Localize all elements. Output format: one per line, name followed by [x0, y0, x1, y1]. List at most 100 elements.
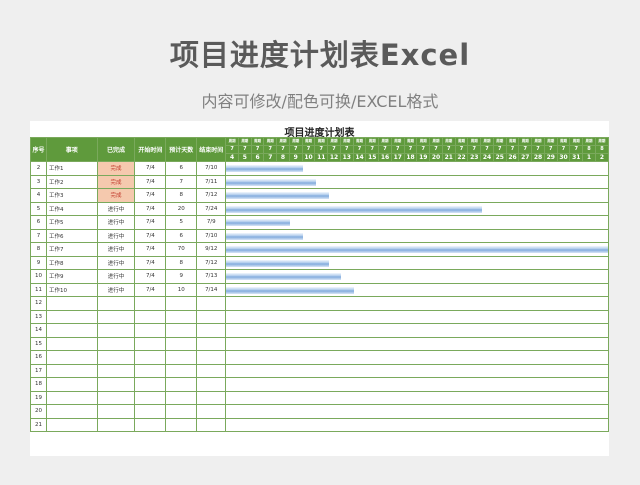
- cell-seq[interactable]: 10: [30, 269, 47, 284]
- cell-start[interactable]: [134, 323, 167, 338]
- cell-days[interactable]: [165, 323, 198, 338]
- cell-seq[interactable]: 11: [30, 282, 47, 297]
- cell-item[interactable]: [45, 377, 98, 392]
- cell-end[interactable]: 7/24: [196, 201, 227, 216]
- cell-end[interactable]: [196, 363, 227, 378]
- cell-end[interactable]: [196, 350, 227, 365]
- cell-start[interactable]: [134, 377, 167, 392]
- cell-seq[interactable]: 9: [30, 255, 47, 270]
- cell-status[interactable]: [96, 377, 136, 392]
- cell-days[interactable]: 6: [165, 228, 198, 243]
- cell-days[interactable]: [165, 363, 198, 378]
- cell-days[interactable]: [165, 377, 198, 392]
- cell-status[interactable]: 进行中: [96, 282, 136, 297]
- cell-status[interactable]: [96, 363, 136, 378]
- cell-end[interactable]: [196, 309, 227, 324]
- cell-end[interactable]: [196, 417, 227, 432]
- cell-end[interactable]: 7/10: [196, 161, 227, 176]
- cell-item[interactable]: [45, 363, 98, 378]
- cell-days[interactable]: [165, 309, 198, 324]
- cell-end[interactable]: 7/10: [196, 228, 227, 243]
- cell-item[interactable]: [45, 296, 98, 311]
- cell-seq[interactable]: 15: [30, 336, 47, 351]
- cell-end[interactable]: [196, 336, 227, 351]
- cell-start[interactable]: [134, 309, 167, 324]
- cell-end[interactable]: 7/12: [196, 188, 227, 203]
- cell-item[interactable]: [45, 350, 98, 365]
- cell-seq[interactable]: 12: [30, 296, 47, 311]
- cell-status[interactable]: 完成: [96, 188, 136, 203]
- cell-seq[interactable]: 5: [30, 201, 47, 216]
- cell-end[interactable]: [196, 404, 227, 419]
- cell-item[interactable]: [45, 404, 98, 419]
- cell-item[interactable]: [45, 336, 98, 351]
- cell-seq[interactable]: 4: [30, 188, 47, 203]
- cell-seq[interactable]: 13: [30, 309, 47, 324]
- cell-seq[interactable]: 21: [30, 417, 47, 432]
- cell-status[interactable]: 进行中: [96, 269, 136, 284]
- cell-end[interactable]: 7/12: [196, 255, 227, 270]
- cell-seq[interactable]: 16: [30, 350, 47, 365]
- cell-item[interactable]: [45, 390, 98, 405]
- cell-status[interactable]: [96, 404, 136, 419]
- cell-days[interactable]: [165, 390, 198, 405]
- cell-days[interactable]: [165, 350, 198, 365]
- cell-days[interactable]: 70: [165, 242, 198, 257]
- cell-start[interactable]: 7/4: [134, 201, 167, 216]
- cell-days[interactable]: 10: [165, 282, 198, 297]
- cell-start[interactable]: [134, 390, 167, 405]
- cell-status[interactable]: 进行中: [96, 228, 136, 243]
- cell-start[interactable]: 7/4: [134, 228, 167, 243]
- cell-status[interactable]: [96, 309, 136, 324]
- cell-item[interactable]: 工作6: [45, 228, 98, 243]
- cell-seq[interactable]: 18: [30, 377, 47, 392]
- cell-status[interactable]: 完成: [96, 174, 136, 189]
- cell-end[interactable]: 7/13: [196, 269, 227, 284]
- cell-days[interactable]: 5: [165, 215, 198, 230]
- cell-status[interactable]: 进行中: [96, 215, 136, 230]
- cell-end[interactable]: 9/12: [196, 242, 227, 257]
- cell-seq[interactable]: 3: [30, 174, 47, 189]
- cell-status[interactable]: [96, 336, 136, 351]
- cell-status[interactable]: [96, 390, 136, 405]
- cell-days[interactable]: 20: [165, 201, 198, 216]
- cell-status[interactable]: 进行中: [96, 242, 136, 257]
- cell-start[interactable]: 7/4: [134, 269, 167, 284]
- cell-days[interactable]: 8: [165, 255, 198, 270]
- cell-seq[interactable]: 2: [30, 161, 47, 176]
- cell-start[interactable]: [134, 350, 167, 365]
- cell-status[interactable]: [96, 296, 136, 311]
- cell-seq[interactable]: 17: [30, 363, 47, 378]
- cell-item[interactable]: [45, 417, 98, 432]
- cell-end[interactable]: 7/14: [196, 282, 227, 297]
- cell-days[interactable]: 9: [165, 269, 198, 284]
- cell-start[interactable]: 7/4: [134, 255, 167, 270]
- cell-item[interactable]: 工作7: [45, 242, 98, 257]
- cell-start[interactable]: 7/4: [134, 215, 167, 230]
- cell-status[interactable]: [96, 350, 136, 365]
- cell-start[interactable]: [134, 404, 167, 419]
- cell-end[interactable]: [196, 296, 227, 311]
- cell-item[interactable]: [45, 309, 98, 324]
- cell-seq[interactable]: 7: [30, 228, 47, 243]
- cell-start[interactable]: 7/4: [134, 282, 167, 297]
- cell-status[interactable]: 完成: [96, 161, 136, 176]
- cell-seq[interactable]: 8: [30, 242, 47, 257]
- cell-status[interactable]: 进行中: [96, 201, 136, 216]
- cell-item[interactable]: 工作9: [45, 269, 98, 284]
- cell-days[interactable]: [165, 296, 198, 311]
- cell-start[interactable]: 7/4: [134, 161, 167, 176]
- cell-status[interactable]: [96, 323, 136, 338]
- cell-end[interactable]: 7/9: [196, 215, 227, 230]
- cell-item[interactable]: 工作3: [45, 188, 98, 203]
- cell-status[interactable]: 进行中: [96, 255, 136, 270]
- cell-start[interactable]: 7/4: [134, 174, 167, 189]
- cell-days[interactable]: [165, 336, 198, 351]
- cell-start[interactable]: [134, 417, 167, 432]
- cell-start[interactable]: [134, 296, 167, 311]
- cell-end[interactable]: [196, 377, 227, 392]
- cell-item[interactable]: 工作4: [45, 201, 98, 216]
- cell-end[interactable]: [196, 323, 227, 338]
- cell-item[interactable]: 工作10: [45, 282, 98, 297]
- cell-end[interactable]: 7/11: [196, 174, 227, 189]
